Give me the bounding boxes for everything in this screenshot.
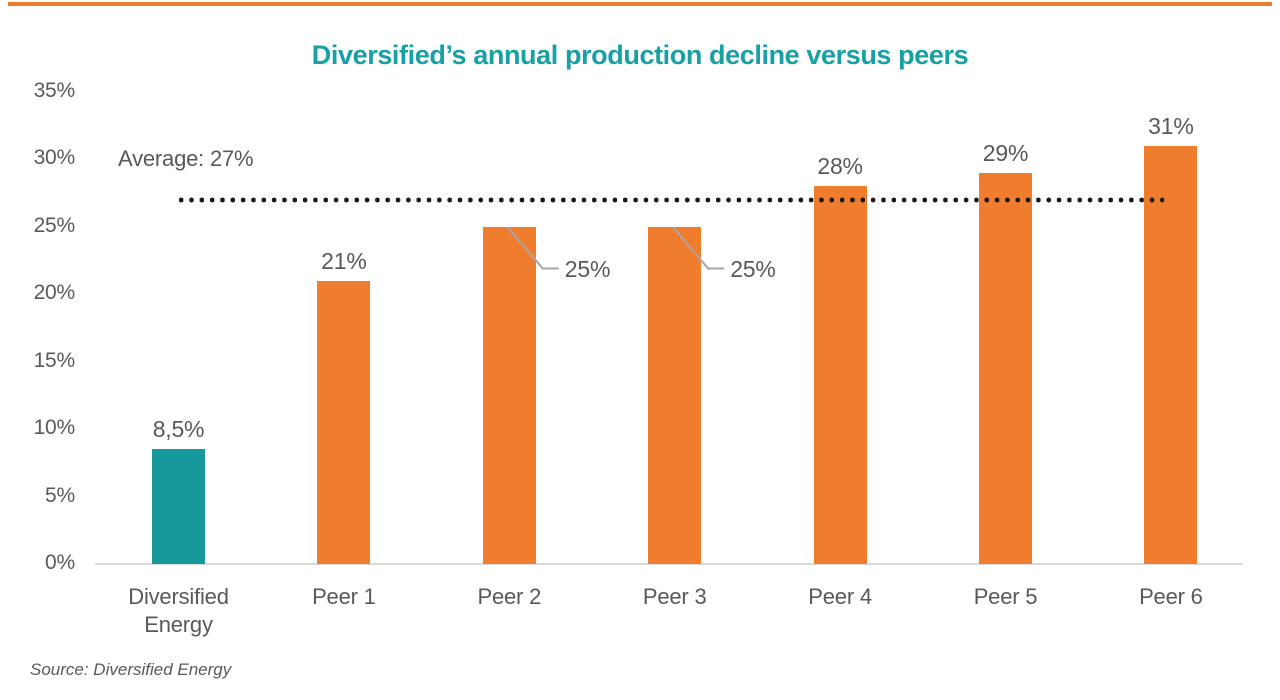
- x-axis-label-peer-1: Peer 1: [312, 584, 376, 609]
- x-axis-label-peer-6: Peer 6: [1139, 584, 1203, 609]
- x-axis-label-peer-4: Peer 4: [808, 584, 872, 609]
- y-tick-label-10: 10%: [33, 416, 76, 439]
- y-tick-label-20: 20%: [33, 281, 76, 304]
- x-axis-line: [95, 563, 1243, 565]
- y-tick-label-0: 0%: [45, 551, 75, 574]
- y-tick-label-25: 25%: [33, 213, 76, 237]
- x-axis-label-peer-3: Peer 3: [642, 584, 707, 609]
- top-accent-rule: [8, 2, 1272, 6]
- value-label-peer-2: 25%: [564, 255, 611, 282]
- source-note: Source: Diversified Energy: [30, 660, 232, 679]
- bar-peer-3: [648, 226, 702, 564]
- bar-peer-5: [979, 172, 1032, 564]
- bar-diversified-energy: [152, 449, 205, 564]
- bar-peer-2: [482, 226, 536, 564]
- y-tick-label-30: 30%: [33, 146, 76, 169]
- average-line-label: Average: 27%: [118, 146, 254, 171]
- x-axis-label-peer-5: Peer 5: [973, 584, 1038, 609]
- value-label-diversified-energy: 8,5%: [152, 416, 205, 443]
- chart-title: Diversified’s annual production decline …: [311, 40, 969, 70]
- y-tick-label-35: 35%: [33, 78, 76, 102]
- y-tick-label-15: 15%: [33, 348, 76, 372]
- value-label-peer-3: 25%: [730, 255, 776, 282]
- y-tick-label-5: 5%: [45, 483, 75, 507]
- value-label-peer-1: 21%: [321, 247, 367, 274]
- value-label-peer-5: 29%: [982, 139, 1029, 166]
- x-axis-label-peer-2: Peer 2: [477, 584, 542, 609]
- value-label-peer-6: 31%: [1148, 112, 1194, 139]
- average-dotted-line: [176, 196, 1164, 203]
- bar-peer-4: [813, 186, 867, 564]
- value-label-peer-4: 28%: [817, 153, 863, 179]
- bar-peer-1: [317, 280, 371, 564]
- bar-peer-6: [1144, 145, 1198, 564]
- x-axis-label-diversified-energy: Diversified Energy: [128, 584, 229, 637]
